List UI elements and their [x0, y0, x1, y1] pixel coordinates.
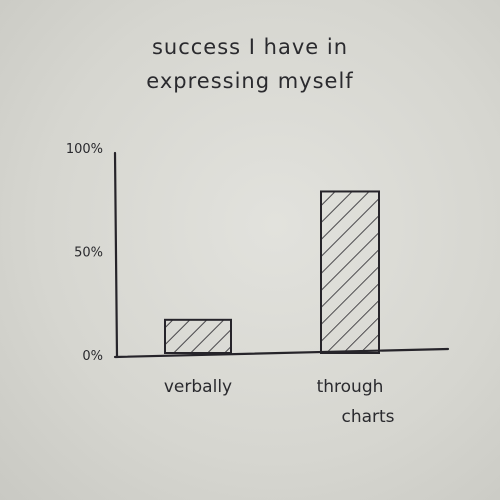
labels: 0% 50% 100% verbally through charts: [66, 142, 395, 427]
y-tick-label: 50%: [74, 246, 103, 261]
chart-title-line-1: success I have in: [151, 35, 349, 59]
axes: [113, 151, 450, 359]
chart-title: success I have in expressing myself: [120, 30, 380, 98]
bars: [164, 190, 380, 354]
x-axis-line: [113, 347, 450, 359]
y-axis-line: [113, 151, 119, 359]
y-tick-label: 0%: [82, 349, 103, 364]
y-tick-label: 100%: [66, 142, 103, 157]
bar-verbally: [164, 318, 232, 354]
x-category-label: charts: [341, 407, 394, 427]
x-category-label: through: [317, 377, 384, 397]
chart-title-line-2: expressing myself: [146, 69, 354, 93]
x-category-label: verbally: [164, 377, 232, 397]
bar-through-charts: [320, 190, 380, 354]
